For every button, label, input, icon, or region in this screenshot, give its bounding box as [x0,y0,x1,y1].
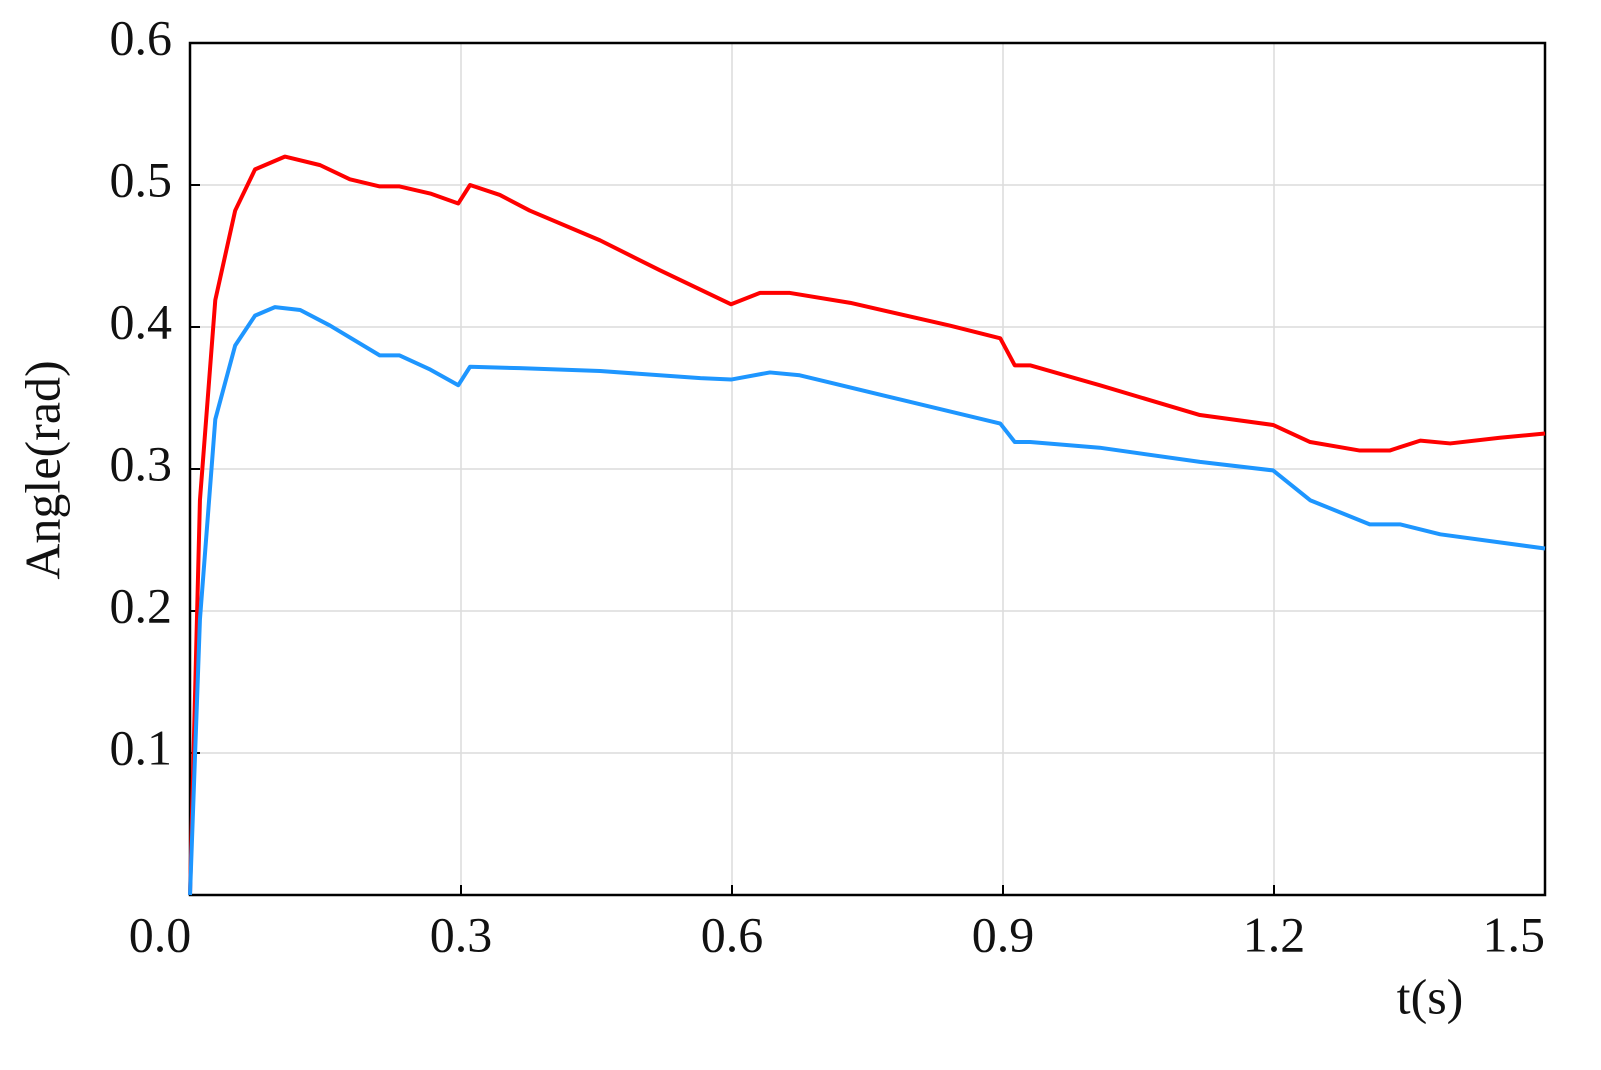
y-tick-label: 0.5 [110,151,173,207]
data-line [188,154,1546,896]
x-axis-label: t(s) [1397,968,1464,1024]
plot-frame [188,41,1547,897]
x-tick-label: 0.0 [129,906,192,962]
x-tick-label: 0.9 [972,906,1035,962]
y-tick-label: 0.6 [110,9,173,65]
x-tick-label: 1.5 [1483,906,1546,962]
x-tick-label: 0.3 [430,906,493,962]
x-tick-label: 1.2 [1243,906,1306,962]
y-tick-label: 0.3 [110,435,173,491]
y-tick-label: 0.4 [110,293,173,349]
y-tick-label: 0.2 [110,577,173,633]
y-tick-label: 0.1 [110,719,173,775]
x-tick-label: 0.6 [701,906,764,962]
y-axis-label: Angle(rad) [14,360,70,579]
data-line [188,305,1546,896]
